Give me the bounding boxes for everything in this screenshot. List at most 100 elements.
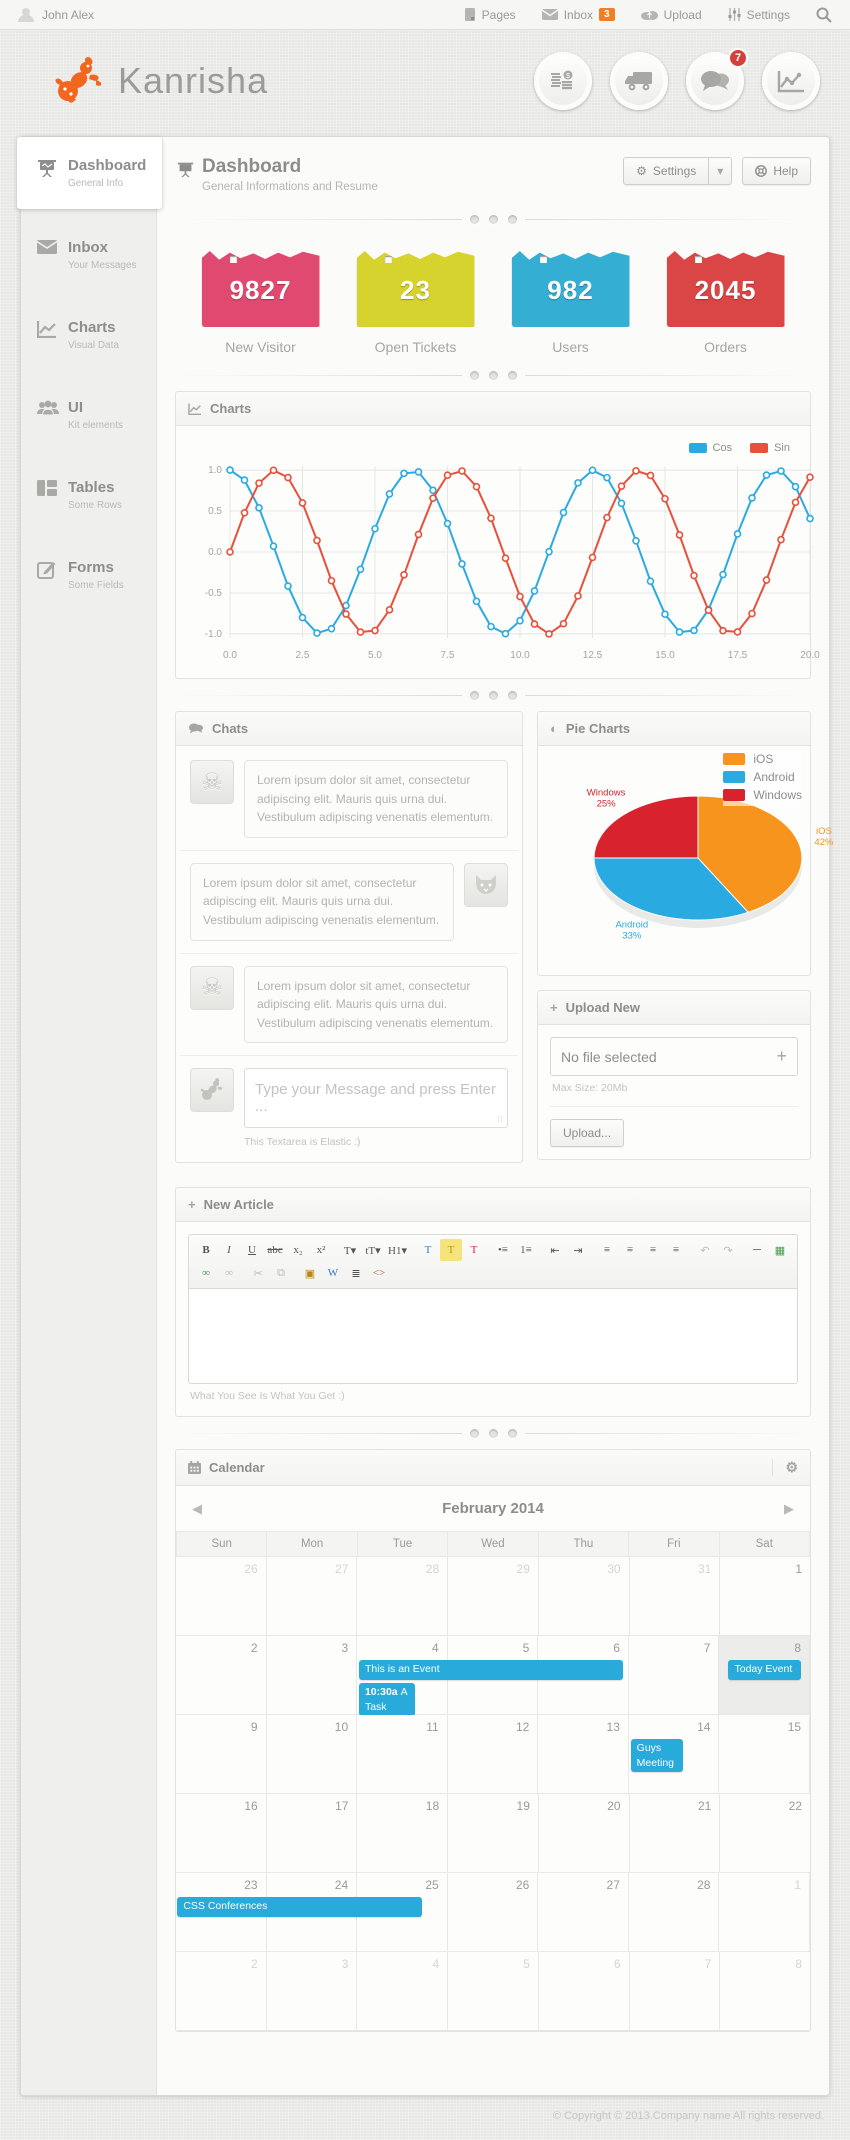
quick-shipping-button[interactable] <box>610 52 668 110</box>
calendar-event[interactable]: This is an Event <box>358 1660 623 1681</box>
legend-item-sin[interactable]: Sin <box>750 442 790 454</box>
calendar-event[interactable]: CSS Conferences <box>177 1897 422 1918</box>
toolbar-font-size-button[interactable]: tT▾ <box>365 1244 381 1257</box>
help-button[interactable]: Help <box>742 157 811 185</box>
calendar-day[interactable]: 17 <box>266 1794 358 1873</box>
toolbar-underline-button[interactable]: U <box>248 1244 256 1257</box>
toolbar-remove-format-button[interactable]: T <box>470 1244 478 1257</box>
toolbar-unlink-button[interactable]: ∞ <box>225 1267 233 1280</box>
toolbar-heading-format-button[interactable]: H1▾ <box>388 1244 407 1257</box>
calendar-day[interactable]: 6 <box>538 1952 630 2031</box>
calendar-day[interactable]: 8 <box>720 1952 811 2031</box>
toolbar-outdent-button[interactable]: ⇤ <box>550 1244 560 1257</box>
calendar-day[interactable]: 28 <box>357 1557 449 1636</box>
calendar-day[interactable]: 13 <box>538 1715 629 1794</box>
toolbar-insert-link-button[interactable]: ∞ <box>202 1267 210 1280</box>
calendar-day[interactable]: 26 <box>176 1557 267 1636</box>
calendar-day[interactable]: 1 <box>719 1873 811 1952</box>
toolbar-superscript-button[interactable]: x² <box>316 1244 326 1257</box>
toolbar-source-code-button[interactable]: <> <box>372 1267 386 1280</box>
settings-caret-button[interactable]: ▾ <box>709 157 733 185</box>
toolbar-copy-button[interactable]: ⧉ <box>277 1266 285 1279</box>
toolbar-italic-button[interactable]: I <box>227 1244 231 1257</box>
toolbar-indent-button[interactable]: ⇥ <box>573 1244 583 1257</box>
file-select-field[interactable]: No file selected + <box>550 1037 798 1076</box>
quick-finance-button[interactable]: $ <box>534 52 592 110</box>
topbar-item-inbox[interactable]: Inbox 3 <box>541 8 615 22</box>
legend-item-cos[interactable]: Cos <box>688 442 732 454</box>
calendar-day[interactable]: 7 <box>629 1952 721 2031</box>
calendar-day[interactable]: 19 <box>448 1794 539 1873</box>
resize-handle-icon[interactable]: ⁝⁝ <box>497 1114 503 1125</box>
calendar-event[interactable]: Guys Meeting <box>630 1739 684 1772</box>
toolbar-ordered-list-button[interactable]: 1≡ <box>520 1244 532 1257</box>
search-button[interactable] <box>816 7 832 23</box>
topbar-item-settings[interactable]: Settings <box>728 8 790 22</box>
toolbar-insert-image-button[interactable]: ▦ <box>774 1244 786 1257</box>
toolbar-bold-button[interactable]: B <box>202 1244 210 1257</box>
calendar-day[interactable]: 31 <box>629 1557 721 1636</box>
sidebar-item-ui[interactable]: UI Kit elements <box>21 375 156 455</box>
topbar-item-upload[interactable]: Upload <box>640 8 702 22</box>
settings-button[interactable]: ⚙ Settings <box>623 157 710 185</box>
toolbar-align-justify-button[interactable]: ≡ <box>672 1244 680 1257</box>
calendar-day[interactable]: 9 <box>176 1715 267 1794</box>
calendar-day[interactable]: 22 <box>720 1794 811 1873</box>
calendar-day[interactable]: 18 <box>357 1794 449 1873</box>
calendar-day[interactable]: 10 <box>266 1715 358 1794</box>
calendar-next-button[interactable]: ▶ <box>784 1500 794 1516</box>
calendar-day[interactable]: 5 <box>448 1952 539 2031</box>
sidebar-item-charts[interactable]: Charts Visual Data <box>21 295 156 375</box>
calendar-event[interactable]: Today Event <box>728 1660 801 1681</box>
pie-legend-item-windows[interactable]: Windows <box>723 788 802 802</box>
calendar-day[interactable]: 21 <box>629 1794 721 1873</box>
toolbar-paste-button[interactable]: ▣ <box>304 1267 316 1280</box>
pie-legend-item-android[interactable]: Android <box>723 770 802 784</box>
toolbar-align-center-button[interactable]: ≡ <box>626 1244 634 1257</box>
toolbar-cut-button[interactable]: ✂ <box>253 1267 263 1280</box>
article-editor[interactable] <box>188 1289 798 1385</box>
sidebar-item-tables[interactable]: Tables Some Rows <box>21 455 156 535</box>
calendar-prev-button[interactable]: ◀ <box>192 1500 202 1516</box>
calendar-day[interactable]: 7 <box>628 1636 720 1715</box>
calendar-day[interactable]: 1 <box>720 1557 811 1636</box>
add-file-icon[interactable]: + <box>776 1046 787 1066</box>
calendar-day[interactable]: 4 <box>357 1952 449 2031</box>
quick-messages-button[interactable]: 7 <box>686 48 748 110</box>
stat-open-tickets[interactable]: 23 Open Tickets <box>356 247 475 355</box>
logo[interactable]: Kanrisha <box>52 55 268 107</box>
calendar-day[interactable]: 27 <box>538 1873 629 1952</box>
toolbar-subscript-button[interactable]: x₂ <box>293 1244 303 1257</box>
calendar-day[interactable]: 11 <box>357 1715 448 1794</box>
calendar-day[interactable]: 29 <box>448 1557 539 1636</box>
stat-orders[interactable]: 2045 Orders <box>666 247 785 355</box>
calendar-day[interactable]: 26 <box>447 1873 539 1952</box>
toolbar-undo-button[interactable]: ↶ <box>700 1244 710 1257</box>
quick-analytics-button[interactable] <box>762 52 820 110</box>
calendar-day[interactable]: 3 <box>266 1952 358 2031</box>
stat-users[interactable]: 982 Users <box>511 247 630 355</box>
calendar-settings-gear-icon[interactable]: ⚙ <box>772 1459 798 1477</box>
toolbar-font-color-button[interactable]: T <box>424 1244 432 1257</box>
stat-new-visitor[interactable]: 9827 New Visitor <box>201 247 320 355</box>
calendar-day[interactable]: 30 <box>538 1557 630 1636</box>
toolbar-strikethrough-button[interactable]: abc <box>267 1244 283 1257</box>
chat-message-input[interactable]: Type your Message and press Enter ... ⁝⁝ <box>244 1068 508 1129</box>
toolbar-highlight-color-button[interactable]: T <box>439 1239 462 1262</box>
calendar-day[interactable]: 2 <box>176 1952 267 2031</box>
pie-legend-item-ios[interactable]: iOS <box>723 752 802 766</box>
toolbar-redo-button[interactable]: ↷ <box>723 1244 733 1257</box>
topbar-item-pages[interactable]: Pages <box>464 7 516 22</box>
upload-button[interactable]: Upload... <box>550 1119 625 1147</box>
calendar-day[interactable]: 2 <box>176 1636 267 1715</box>
toolbar-print-button[interactable]: ≣ <box>351 1267 361 1280</box>
calendar-day[interactable]: 27 <box>266 1557 358 1636</box>
calendar-day[interactable]: 12 <box>447 1715 539 1794</box>
calendar-day[interactable]: 20 <box>538 1794 630 1873</box>
calendar-day[interactable]: 16 <box>176 1794 267 1873</box>
sidebar-item-inbox[interactable]: Inbox Your Messages <box>21 215 156 295</box>
current-user[interactable]: John Alex <box>18 7 94 22</box>
sidebar-item-forms[interactable]: Forms Some Fields <box>21 535 156 615</box>
toolbar-align-left-button[interactable]: ≡ <box>603 1244 611 1257</box>
calendar-event[interactable]: 10:30a A Task <box>358 1683 416 1716</box>
